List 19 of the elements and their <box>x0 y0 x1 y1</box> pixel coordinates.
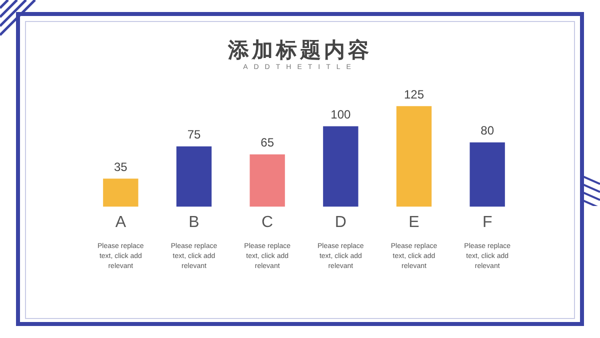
bar <box>103 178 138 207</box>
data-label: 100 <box>330 108 351 122</box>
data-label: 125 <box>404 87 424 102</box>
x-tick-label: B <box>188 214 200 231</box>
x-tick-label: A <box>115 214 126 231</box>
bar <box>176 146 212 207</box>
data-label: 65 <box>260 136 274 150</box>
x-tick-label: F <box>482 214 492 231</box>
x-tick-label: E <box>408 214 420 231</box>
bar <box>323 126 358 207</box>
x-tick-label: D <box>334 214 346 231</box>
x-tick-label: C <box>262 214 274 231</box>
bar <box>470 142 505 207</box>
chart-title: 添加标题内容 <box>226 38 373 64</box>
bar <box>250 154 285 207</box>
data-label: 80 <box>480 124 494 138</box>
data-label: 35 <box>114 160 128 174</box>
bar <box>396 106 432 207</box>
data-label: 75 <box>187 128 201 142</box>
